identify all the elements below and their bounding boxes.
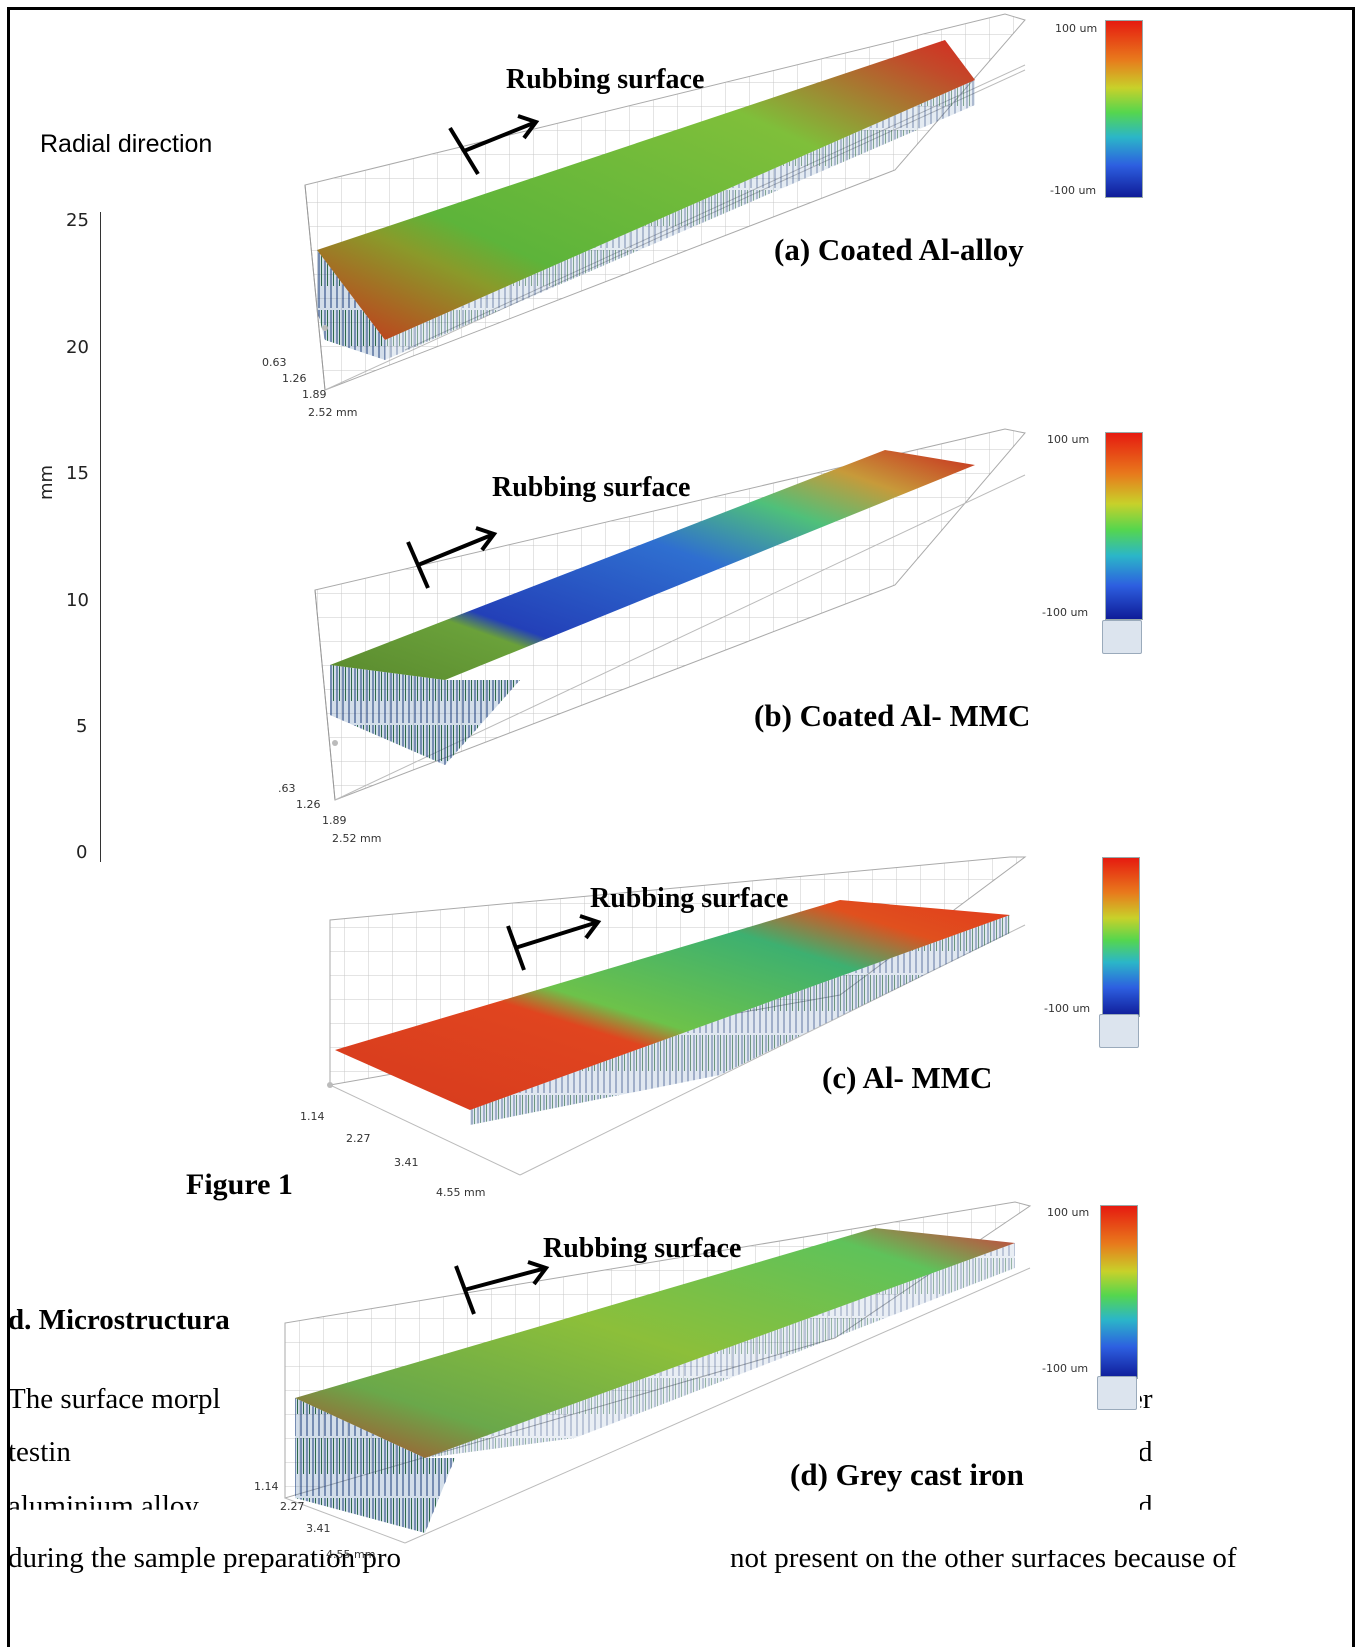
axis-tick-15: 15	[66, 463, 89, 484]
section-heading: d. Microstructura	[8, 1304, 230, 1336]
tick-c-3: 3.41	[394, 1156, 419, 1169]
colorbar-d-min: -100 um	[1042, 1362, 1089, 1375]
tick-a-2: 1.26	[282, 372, 307, 385]
tick-b-4: 2.52 mm	[332, 832, 382, 845]
colorbar-b	[1105, 432, 1143, 620]
panel-label-c: (c) Al- MMC	[822, 1060, 993, 1095]
colorbar-c-button[interactable]	[1099, 1014, 1139, 1048]
colorbar-d-max: 100 um	[1047, 1206, 1090, 1219]
rubbing-arrow-c	[506, 914, 602, 971]
tick-b-1: .63	[278, 782, 296, 795]
colorbar-a-min: -100 um	[1050, 184, 1097, 197]
axis-tick-10: 10	[66, 590, 89, 611]
rubbing-arrow-b	[406, 526, 498, 589]
rubbing-label-a: Rubbing surface	[506, 64, 705, 95]
rubbing-label-d: Rubbing surface	[543, 1233, 742, 1264]
tick-b-2: 1.26	[296, 798, 321, 811]
colorbar-b-max: 100 um	[1047, 433, 1090, 446]
tick-a-3: 1.89	[302, 388, 327, 401]
colorbar-c-min: -100 um	[1044, 1002, 1091, 1015]
tick-d-4: 4.55 mm	[326, 1548, 376, 1561]
colorbar-a-max: 100 um	[1055, 22, 1098, 35]
tick-d-3: 3.41	[306, 1522, 331, 1535]
surface-plot-a	[304, 13, 1026, 391]
colorbar-c	[1102, 857, 1140, 1017]
axis-unit-label: mm	[36, 464, 57, 500]
body-line-3: aluminium alloy	[8, 1490, 199, 1522]
axis-tick-20: 20	[66, 337, 89, 358]
tick-a-4: 2.52 mm	[308, 406, 358, 419]
panel-label-a: (a) Coated Al-alloy	[774, 232, 1024, 267]
tick-c-2: 2.27	[346, 1132, 371, 1145]
body-line-2: testin	[8, 1436, 71, 1468]
radial-direction-label: Radial direction	[40, 130, 213, 158]
tick-b-3: 1.89	[322, 814, 347, 827]
tick-d-1: 1.14	[254, 1480, 279, 1493]
colorbar-a	[1105, 20, 1143, 198]
body-right-3: d	[1138, 1490, 1153, 1522]
colorbar-b-button[interactable]	[1102, 620, 1142, 654]
rubbing-arrow-a	[448, 114, 540, 176]
figure-caption: Figure 1	[186, 1168, 293, 1201]
panel-label-b: (b) Coated Al- MMC	[754, 698, 1031, 733]
panel-label-d: (d) Grey cast iron	[790, 1457, 1024, 1492]
rubbing-arrow-d	[454, 1260, 550, 1315]
surface-plot-c	[327, 856, 1027, 1176]
rubbing-label-c: Rubbing surface	[590, 883, 789, 914]
colorbar-b-min: -100 um	[1042, 606, 1089, 619]
tick-a-1: 0.63	[262, 356, 287, 369]
body-line-1: The surface morpl	[8, 1383, 221, 1415]
colorbar-d	[1100, 1205, 1138, 1379]
axis-tick-5: 5	[76, 716, 88, 737]
body-right-2: d	[1138, 1436, 1153, 1468]
surface-plot-d	[284, 1201, 1032, 1544]
rubbing-label-b: Rubbing surface	[492, 472, 691, 503]
tick-d-2: 2.27	[280, 1500, 305, 1513]
radial-axis-line	[100, 212, 101, 862]
figure-frame	[7, 7, 1355, 1647]
surface-plot-b	[314, 428, 1026, 801]
tick-c-4: 4.55 mm	[436, 1186, 486, 1199]
axis-tick-0: 0	[76, 842, 88, 863]
axis-tick-25: 25	[66, 210, 89, 231]
tick-c-1: 1.14	[300, 1110, 325, 1123]
colorbar-d-button[interactable]	[1097, 1376, 1137, 1410]
